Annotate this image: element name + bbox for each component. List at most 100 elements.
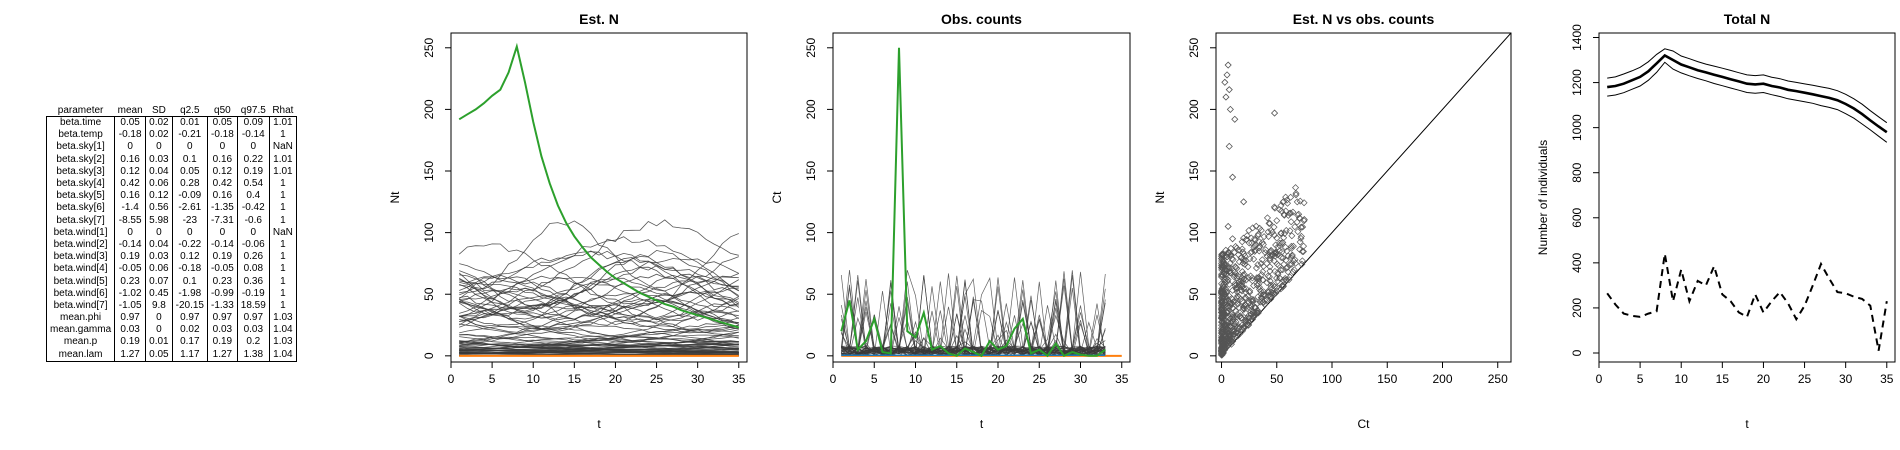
y-axis-label: Number of individuals: [1536, 140, 1550, 255]
scatter-point: [1274, 243, 1282, 251]
value-cell: 0.22: [236, 153, 270, 166]
scatter-point: [1224, 303, 1232, 311]
scatter-point: [1258, 239, 1266, 247]
value-cell: 1.01: [268, 116, 297, 130]
mean-total-line: [1607, 53, 1888, 134]
scatter-point: [1231, 115, 1239, 123]
value-cell: 0: [145, 324, 173, 337]
scatter-point: [1273, 234, 1281, 242]
scatter-point: [1279, 239, 1287, 247]
scatter-point: [1218, 334, 1226, 342]
plot-frame: [832, 32, 1131, 363]
scatter-point: [1254, 230, 1262, 238]
x-tick-label: 5: [489, 372, 496, 386]
scatter-point: [1261, 300, 1269, 308]
value-cell: 0: [171, 141, 208, 154]
background-series-line: [458, 251, 739, 307]
background-series-line: [459, 327, 739, 344]
table-row: beta.sky[3] 0.12 0.04 0.05 0.12 0.19 1.01: [45, 165, 297, 178]
identity-line: [1221, 33, 1511, 357]
background-series-line: [459, 351, 739, 355]
scatter-point: [1222, 293, 1230, 301]
scatter-point: [1236, 312, 1244, 320]
value-cell: 0.07: [145, 275, 173, 288]
scatter-point: [1220, 321, 1228, 329]
x-tick-label: 50: [1270, 372, 1284, 386]
value-cell: 0.19: [206, 251, 238, 264]
value-cell: 0.19: [114, 336, 146, 349]
y-tick-label: 150: [804, 161, 818, 181]
x-tick-label: 15: [568, 372, 582, 386]
y-tick-label: 150: [422, 161, 436, 181]
value-cell: 0.03: [114, 324, 146, 337]
background-series-line: [459, 263, 739, 312]
plot-content: [840, 47, 1122, 358]
parameter-name-cell: beta.temp: [45, 129, 115, 142]
background-series-line: [458, 257, 739, 313]
scatter-point: [1277, 253, 1285, 261]
scatter-point: [1258, 256, 1266, 264]
scatter-point: [1218, 299, 1226, 307]
scatter-point: [1264, 292, 1272, 300]
scatter-point: [1219, 342, 1227, 350]
scatter-point: [1219, 292, 1227, 300]
scatter-point: [1286, 273, 1294, 281]
x-tick-label: 30: [691, 372, 705, 386]
scatter-point: [1255, 238, 1263, 246]
parameter-name-cell: beta.wind[6]: [45, 287, 115, 300]
column-header: Rhat: [272, 104, 294, 116]
scatter-point: [1219, 283, 1227, 291]
table-row: beta.temp -0.18 0.02 -0.21 -0.18 -0.14 1: [45, 129, 297, 142]
table-row: mean.gamma 0.03 0 0.02 0.03 0.03 1.04: [45, 324, 297, 337]
y-tick-label: 800: [1570, 162, 1584, 182]
parameter-name-cell: beta.wind[1]: [45, 226, 115, 239]
parameter-name-cell: beta.sky[2]: [45, 153, 115, 166]
value-cell: -1.35: [206, 202, 238, 215]
scatter-point: [1218, 263, 1226, 271]
scatter-point: [1226, 338, 1234, 346]
value-cell: -0.42: [236, 202, 270, 215]
column-header: SD: [151, 104, 166, 116]
scatter-point: [1267, 281, 1275, 289]
y-tick-label: 400: [1570, 253, 1584, 273]
value-cell: 0.28: [171, 177, 208, 191]
scatter-point: [1223, 71, 1231, 79]
scatter-point: [1232, 307, 1240, 315]
scatter-point: [1283, 196, 1291, 204]
value-cell: 0.97: [206, 312, 238, 325]
scatter-point: [1218, 351, 1226, 359]
scatter-point: [1238, 325, 1246, 333]
y-tick-label: 50: [804, 287, 818, 301]
scatter-point: [1222, 270, 1230, 278]
value-cell: 0.05: [114, 116, 146, 130]
value-cell: 1: [268, 190, 297, 203]
chart-panel-2: Obs. counts t Ct 0 5 10 15 20 25 30 35 0 50 100 150 200…: [770, 11, 1131, 431]
value-cell: -0.05: [206, 263, 238, 276]
scatter-point: [1218, 251, 1226, 259]
scatter-point: [1276, 206, 1284, 214]
value-cell: 0.03: [206, 324, 238, 337]
parameter-name-cell: mean.phi: [45, 312, 115, 325]
value-cell: -0.6: [236, 214, 270, 227]
scatter-point: [1253, 309, 1261, 317]
value-cell: 0: [206, 141, 238, 154]
scatter-point: [1290, 266, 1298, 274]
scatter-point: [1266, 219, 1274, 227]
scatter-point: [1288, 251, 1296, 259]
value-cell: 0.45: [145, 287, 173, 300]
background-series-line: [459, 325, 739, 342]
scatter-point: [1242, 294, 1250, 302]
scatter-point: [1287, 218, 1295, 226]
value-cell: 0.03: [145, 153, 173, 166]
x-tick-label: 0: [1596, 372, 1603, 386]
scatter-point: [1240, 198, 1248, 206]
value-cell: 0.05: [171, 165, 208, 178]
scatter-point: [1288, 260, 1296, 268]
scatter-point: [1277, 266, 1285, 274]
value-cell: 0.97: [114, 312, 146, 325]
y-tick-label: 200: [1187, 99, 1201, 119]
scatter-point: [1225, 280, 1233, 288]
scatter-point: [1239, 259, 1247, 267]
scatter-point: [1271, 283, 1279, 291]
